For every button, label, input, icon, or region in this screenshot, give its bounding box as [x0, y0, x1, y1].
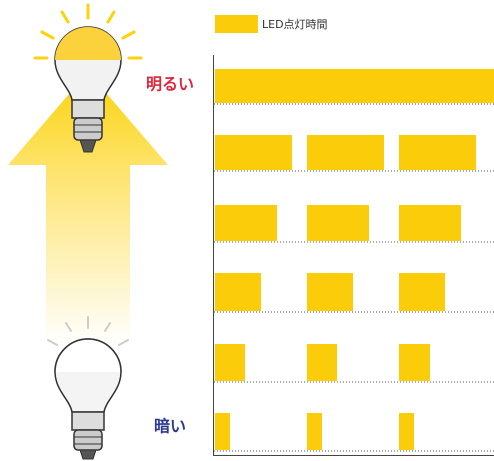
pulse: [215, 135, 292, 170]
pulse: [215, 205, 277, 241]
pulse: [307, 344, 337, 381]
pulse: [399, 273, 445, 311]
pulse: [215, 344, 245, 381]
pulse: [307, 135, 384, 170]
legend-label: LED点灯時間: [262, 18, 328, 31]
bulb-dark: [55, 339, 121, 459]
pulse: [307, 205, 369, 241]
label-bright: 明るい: [146, 75, 194, 94]
pwm-rows: [214, 69, 494, 451]
pulse: [399, 205, 461, 241]
diagram: 明るい 暗い LED点灯時間: [0, 0, 494, 461]
pulse: [215, 413, 230, 450]
pulse: [307, 413, 322, 450]
legend-swatch: [215, 15, 258, 33]
label-dark: 暗い: [154, 417, 186, 436]
pulse: [399, 413, 414, 450]
pulse: [215, 273, 261, 311]
pulse: [215, 69, 494, 103]
pulse: [399, 135, 476, 170]
pulse: [399, 344, 430, 381]
pulse: [307, 273, 353, 311]
